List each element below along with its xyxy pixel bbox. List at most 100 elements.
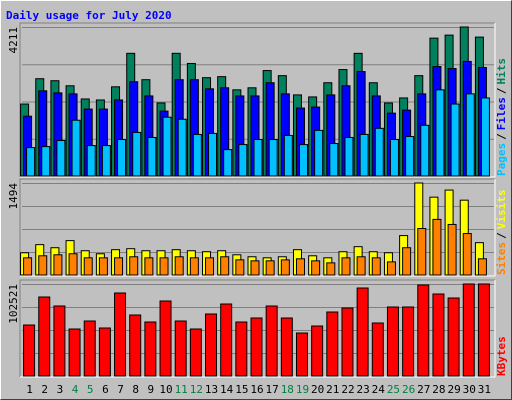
x-tick-label: 16 [250,383,263,396]
bar [295,332,308,377]
bar [250,260,260,276]
x-tick-label: 10 [159,383,172,396]
bar [68,328,81,377]
legend-entry: Visits [495,190,508,230]
x-tick-label: 18 [281,383,294,396]
bar [344,136,354,177]
bar [189,328,202,377]
bar [83,257,93,276]
bar [374,127,384,177]
bar [238,144,248,177]
x-tick-label: 8 [132,383,139,396]
bar [465,93,475,177]
bar [98,257,108,276]
bar [220,256,230,276]
bar [268,139,278,177]
bar [177,118,187,177]
bar [53,305,66,377]
x-tick-label: 13 [205,383,218,396]
x-tick-label: 2 [41,383,48,396]
bar [432,218,442,276]
bar [208,132,218,177]
x-tick-label: 7 [117,383,124,396]
bar [265,260,275,276]
x-tick-label: 24 [372,383,386,396]
bar [417,284,430,377]
bar [117,139,127,177]
bar [447,223,457,276]
bar [402,306,415,377]
bar [386,261,396,276]
bar [71,119,81,177]
panel-bevel [20,179,496,277]
bar [253,139,263,177]
bar [356,256,366,276]
bar [477,258,487,276]
bar [326,311,339,377]
bar [371,257,381,276]
bar [174,256,184,276]
bar [420,124,430,177]
bar [326,262,336,276]
x-tick-label: 27 [417,383,430,396]
x-tick-label: 1 [26,383,33,396]
bar [402,247,412,276]
bar [205,313,218,377]
x-tick-label: 4 [72,383,79,396]
x-tick-label: 17 [266,383,279,396]
legend: Pages / Files / Hits [495,58,508,176]
x-tick-label: 14 [220,383,234,396]
bar [56,140,66,177]
bar [114,292,127,377]
bar [174,320,187,377]
bar [23,324,36,377]
x-tick-label: 15 [235,383,248,396]
bar [114,257,124,276]
bar [86,145,96,177]
bar [311,325,324,377]
bar [189,257,199,276]
bar [371,322,384,377]
y-tick-label: 102521 [7,284,20,324]
x-tick-label: 11 [175,383,188,396]
panel-bevel [20,23,496,178]
legend-separator: / [495,133,508,140]
bar [314,129,324,177]
panel-bevel [19,279,495,377]
x-tick-label: 6 [102,383,109,396]
bar [159,300,172,377]
bar [405,135,415,177]
bar [341,257,351,276]
x-tick-label: 5 [87,383,94,396]
x-tick-label: 28 [432,383,445,396]
x-tick-label: 21 [326,383,339,396]
bar [432,293,445,377]
legend-entry: Files [495,97,508,130]
bar [144,257,154,276]
legend: Sites / Visits [495,190,508,276]
bar [98,327,111,377]
bar [477,283,490,377]
bar [223,149,233,177]
bar [101,145,111,177]
bar [386,306,399,377]
bar [53,254,63,276]
x-tick-label: 30 [463,383,476,396]
bar [447,297,460,377]
bar [132,131,142,177]
x-tick-label: 25 [387,383,400,396]
bar [480,97,490,177]
bar [283,134,293,177]
bar [205,257,215,276]
bar [38,255,48,276]
bar [359,133,369,177]
x-tick-label: 3 [57,383,64,396]
bar [144,321,157,377]
legend-entry: KBytes [495,336,508,376]
chart-title: Daily usage for July 2020 [6,9,172,22]
bar [68,253,78,276]
bar [265,305,278,377]
y-tick-label: 4211 [7,27,20,54]
